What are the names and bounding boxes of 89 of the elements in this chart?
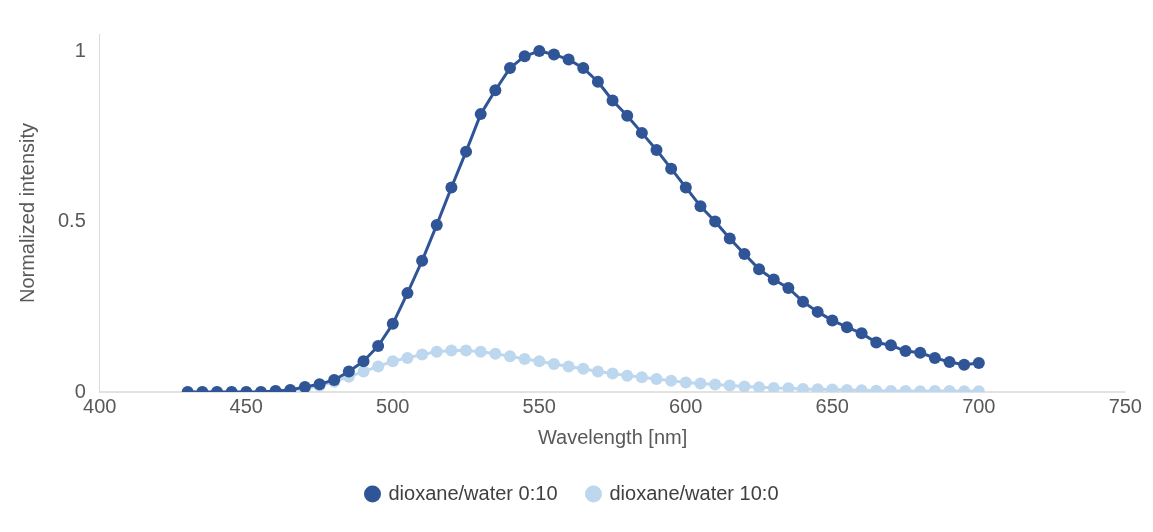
point bbox=[826, 314, 839, 327]
x-tick-label: 450 bbox=[229, 394, 263, 417]
point bbox=[767, 381, 780, 392]
y-tick-label: 0 bbox=[74, 379, 86, 402]
point bbox=[401, 287, 414, 300]
point bbox=[665, 162, 678, 175]
point bbox=[547, 358, 560, 371]
point bbox=[723, 232, 736, 245]
point bbox=[577, 62, 590, 75]
point bbox=[753, 263, 766, 276]
point bbox=[386, 355, 399, 368]
y-axis-title: Normalized intensity bbox=[15, 122, 38, 304]
point bbox=[709, 378, 722, 391]
x-tick-label: 750 bbox=[1108, 394, 1142, 417]
point bbox=[591, 365, 604, 378]
point bbox=[738, 380, 751, 392]
x-tick-label: 650 bbox=[815, 394, 849, 417]
point bbox=[943, 356, 956, 368]
point bbox=[958, 358, 971, 371]
point bbox=[709, 215, 722, 228]
point bbox=[650, 143, 663, 156]
point bbox=[914, 346, 927, 359]
point bbox=[635, 126, 648, 139]
point bbox=[489, 84, 502, 97]
point bbox=[972, 357, 985, 370]
x-tick-label: 500 bbox=[376, 394, 410, 417]
point bbox=[430, 345, 443, 358]
point bbox=[401, 351, 414, 364]
point bbox=[855, 327, 868, 340]
legend-label: dioxane/water 10:0 bbox=[609, 481, 779, 504]
point bbox=[372, 360, 385, 373]
point bbox=[899, 345, 912, 358]
point bbox=[928, 351, 941, 364]
point bbox=[738, 247, 751, 260]
point bbox=[782, 282, 795, 295]
point bbox=[840, 321, 853, 334]
point bbox=[679, 376, 692, 389]
point bbox=[797, 295, 810, 308]
point bbox=[884, 339, 897, 352]
x-tick-label: 550 bbox=[522, 394, 556, 417]
point bbox=[562, 360, 575, 373]
point bbox=[562, 53, 575, 66]
point bbox=[416, 348, 429, 361]
point bbox=[767, 273, 780, 286]
y-tick-label: 0.5 bbox=[57, 209, 86, 232]
point bbox=[694, 377, 707, 390]
point bbox=[372, 339, 385, 352]
point bbox=[504, 62, 517, 75]
point bbox=[723, 379, 736, 392]
point bbox=[694, 200, 707, 213]
point bbox=[577, 362, 590, 375]
point bbox=[474, 108, 487, 121]
point bbox=[606, 94, 619, 107]
point bbox=[621, 109, 634, 122]
x-tick-label: 600 bbox=[669, 394, 703, 417]
point bbox=[489, 347, 502, 360]
point bbox=[547, 48, 560, 61]
point bbox=[635, 371, 648, 384]
point bbox=[665, 374, 678, 387]
point bbox=[445, 181, 458, 194]
point bbox=[811, 305, 824, 318]
point bbox=[430, 218, 443, 231]
point bbox=[474, 345, 487, 358]
x-tick-label: 700 bbox=[962, 394, 996, 417]
point bbox=[870, 336, 883, 349]
point bbox=[460, 145, 473, 158]
legend-label: dioxane/water 0:10 bbox=[388, 481, 558, 504]
point bbox=[504, 350, 517, 363]
point bbox=[357, 365, 370, 378]
point bbox=[533, 45, 546, 58]
point bbox=[445, 344, 458, 357]
point bbox=[679, 181, 692, 194]
point bbox=[753, 381, 766, 392]
point bbox=[591, 75, 604, 88]
point bbox=[416, 254, 429, 267]
point bbox=[797, 382, 810, 392]
point bbox=[650, 373, 663, 386]
point bbox=[386, 317, 399, 330]
point bbox=[518, 352, 531, 365]
x-axis-title: Wavelength [nm] bbox=[537, 425, 688, 448]
point bbox=[621, 369, 634, 382]
point bbox=[533, 355, 546, 368]
point bbox=[342, 365, 355, 378]
point bbox=[460, 344, 473, 357]
point bbox=[357, 355, 370, 368]
y-tick-label: 1 bbox=[74, 38, 86, 61]
point bbox=[518, 50, 531, 63]
point bbox=[606, 367, 619, 380]
point bbox=[782, 382, 795, 392]
